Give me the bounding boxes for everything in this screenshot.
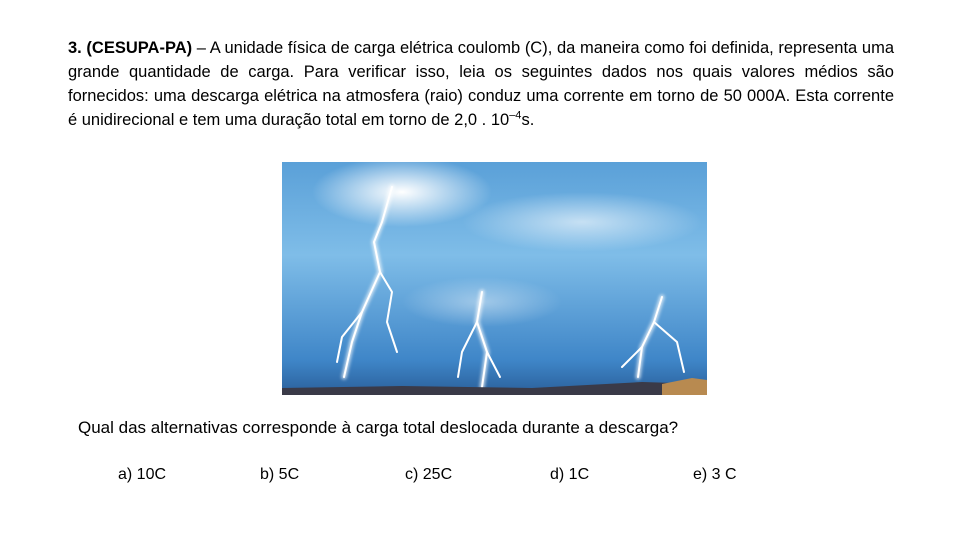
option: e) 3 C [693,466,737,483]
exponent: –4 [509,109,522,122]
option: b) 5C [260,466,300,483]
question-paragraph: 3. (CESUPA-PA) – A unidade física de car… [68,36,894,132]
question-prompt: Qual das alternativas corresponde à carg… [78,418,679,437]
option: c) 25C [405,466,453,483]
lightning-photo [282,162,707,395]
unit: s. [521,111,535,129]
option: a) 10C [118,466,167,483]
question-text: – A unidade física de carga elétrica cou… [68,39,894,129]
option: d) 1C [550,466,590,483]
question-label: 3. (CESUPA-PA) [68,39,193,57]
